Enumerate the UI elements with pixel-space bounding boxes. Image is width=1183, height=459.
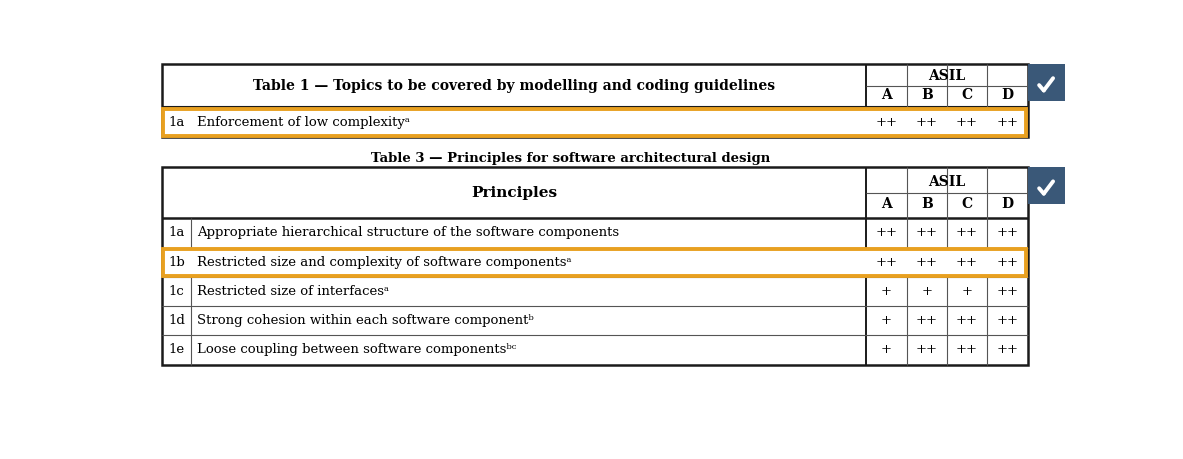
Text: Restricted size and complexity of software componentsᵃ: Restricted size and complexity of softwa…: [198, 256, 571, 269]
Text: D: D: [1001, 89, 1014, 102]
Text: B: B: [920, 197, 932, 211]
Text: A: A: [881, 197, 892, 211]
Text: Principles: Principles: [471, 186, 557, 200]
Text: ++: ++: [916, 116, 938, 129]
Text: Strong cohesion within each software componentᵇ: Strong cohesion within each software com…: [198, 314, 535, 327]
Text: Appropriate hierarchical structure of the software components: Appropriate hierarchical structure of th…: [198, 226, 620, 240]
Text: D: D: [1001, 197, 1014, 211]
Bar: [162, 64, 1028, 137]
Text: Enforcement of low complexityᵃ: Enforcement of low complexityᵃ: [198, 116, 411, 129]
Text: 1b: 1b: [168, 256, 185, 269]
Text: ++: ++: [956, 343, 978, 357]
Text: ++: ++: [916, 256, 938, 269]
Text: ++: ++: [956, 314, 978, 327]
Text: +: +: [881, 314, 892, 327]
Text: ++: ++: [996, 116, 1019, 129]
Text: ++: ++: [916, 343, 938, 357]
Text: ++: ++: [996, 314, 1019, 327]
Bar: [162, 168, 1028, 364]
Text: ++: ++: [875, 256, 898, 269]
Text: ++: ++: [996, 285, 1019, 298]
Text: +: +: [881, 285, 892, 298]
Text: C: C: [962, 89, 972, 102]
Text: +: +: [881, 343, 892, 357]
Text: +: +: [962, 285, 972, 298]
Text: ++: ++: [916, 226, 938, 240]
Text: 1d: 1d: [168, 314, 185, 327]
Text: ++: ++: [956, 116, 978, 129]
Text: A: A: [881, 89, 892, 102]
Text: 1e: 1e: [168, 343, 185, 357]
Text: ++: ++: [875, 116, 898, 129]
Text: 1a: 1a: [168, 116, 185, 129]
Text: ++: ++: [996, 256, 1019, 269]
Text: C: C: [962, 197, 972, 211]
Bar: [1028, 168, 1065, 204]
Text: ASIL: ASIL: [929, 175, 965, 189]
Text: B: B: [920, 89, 932, 102]
Text: ++: ++: [916, 314, 938, 327]
Text: ASIL: ASIL: [929, 69, 965, 84]
Text: Restricted size of interfacesᵃ: Restricted size of interfacesᵃ: [198, 285, 389, 298]
Text: Loose coupling between software componentsᵇᶜ: Loose coupling between software componen…: [198, 343, 517, 357]
Text: 1c: 1c: [169, 285, 185, 298]
Bar: [163, 109, 1027, 135]
Bar: [163, 249, 1027, 276]
Text: ++: ++: [875, 226, 898, 240]
Text: Table 3 — Principles for software architectural design: Table 3 — Principles for software archit…: [371, 152, 770, 165]
Text: +: +: [922, 285, 932, 298]
Text: 1a: 1a: [168, 226, 185, 240]
Text: ++: ++: [956, 256, 978, 269]
Bar: [1028, 64, 1065, 101]
Text: ++: ++: [996, 343, 1019, 357]
Text: Table 1 — Topics to be covered by modelling and coding guidelines: Table 1 — Topics to be covered by modell…: [253, 79, 775, 93]
Text: ++: ++: [996, 226, 1019, 240]
Text: ++: ++: [956, 226, 978, 240]
